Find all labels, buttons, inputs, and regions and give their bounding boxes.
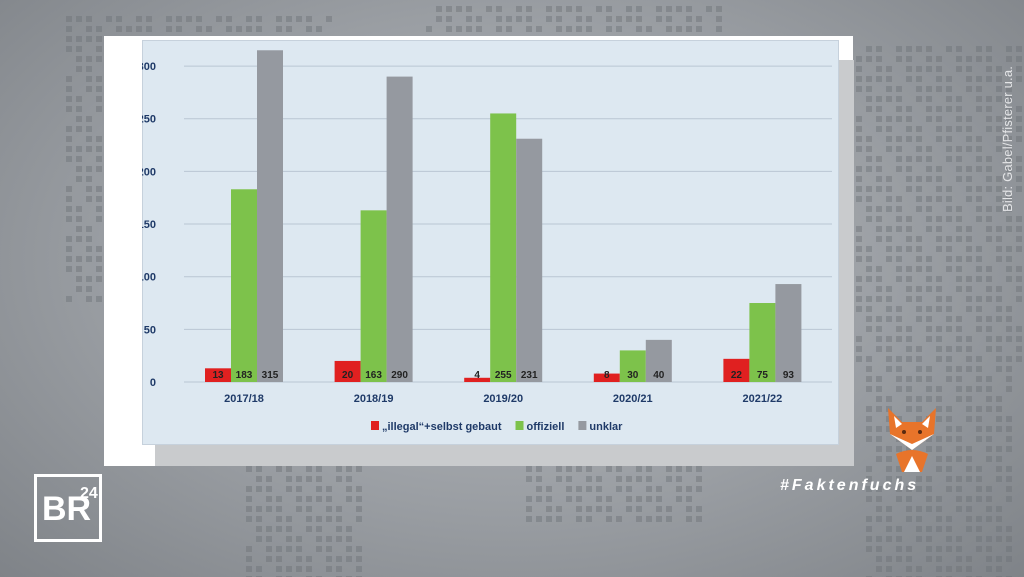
bar xyxy=(619,350,646,382)
bar-value-label: 22 xyxy=(731,370,743,381)
y-tick-label: 150 xyxy=(142,219,156,231)
bar-value-label: 13 xyxy=(212,370,224,381)
br-logo-text: BR xyxy=(42,490,91,528)
bar xyxy=(386,76,413,382)
fox-icon xyxy=(888,408,936,472)
bar-value-label: 93 xyxy=(783,370,795,381)
y-tick-label: 0 xyxy=(150,377,156,389)
legend-swatch xyxy=(515,421,524,430)
bar-value-label: 315 xyxy=(262,370,279,381)
bar-value-label: 4 xyxy=(474,370,480,381)
bar-value-label: 8 xyxy=(604,370,610,381)
image-credit: Bild: Gabel/Pfisterer u.a. xyxy=(1000,65,1015,212)
br-logo-superscript: 24 xyxy=(80,485,98,502)
bar xyxy=(723,358,750,382)
bar xyxy=(749,303,776,382)
bar-value-label: 163 xyxy=(365,370,382,381)
bar xyxy=(645,339,672,382)
bar-value-label: 255 xyxy=(495,370,512,381)
y-tick-label: 50 xyxy=(144,324,156,336)
bar xyxy=(516,138,543,382)
bar xyxy=(257,50,283,382)
faktenfuchs-hashtag: #Faktenfuchs xyxy=(780,477,920,494)
bar xyxy=(775,284,802,382)
y-tick-label: 200 xyxy=(142,166,156,178)
bar xyxy=(231,189,257,382)
bar-value-label: 75 xyxy=(757,370,769,381)
bar-value-label: 40 xyxy=(653,370,665,381)
bar-value-label: 231 xyxy=(521,370,538,381)
bar xyxy=(360,210,387,382)
bar xyxy=(490,113,517,382)
x-tick-label: 2021/22 xyxy=(743,393,783,405)
legend-label: unklar xyxy=(589,421,623,433)
y-tick-label: 250 xyxy=(142,114,156,126)
y-tick-label: 300 xyxy=(142,61,156,73)
legend-label: „illegal“+selbst gebaut xyxy=(382,421,502,433)
x-tick-label: 2019/20 xyxy=(483,393,523,405)
legend-label: offiziell xyxy=(527,421,565,433)
bar-chart: 0 50 100 150 200 250 300 13 183 315 2017/18 20 163 29… xyxy=(142,50,832,433)
bar-value-label: 30 xyxy=(627,370,639,381)
bar xyxy=(593,373,620,382)
bar xyxy=(464,377,491,382)
br24-logo: BR 24 xyxy=(34,474,102,542)
bar-value-label: 20 xyxy=(342,370,354,381)
x-tick-label: 2018/19 xyxy=(354,393,394,405)
bar xyxy=(205,368,231,382)
y-tick-label: 100 xyxy=(142,272,156,284)
x-tick-label: 2017/18 xyxy=(224,393,264,405)
legend-swatch xyxy=(371,421,379,430)
bar-value-label: 183 xyxy=(236,370,253,381)
bar-value-label: 290 xyxy=(391,370,408,381)
legend-swatch xyxy=(578,421,587,430)
bar xyxy=(334,360,361,382)
x-tick-label: 2020/21 xyxy=(613,393,653,405)
